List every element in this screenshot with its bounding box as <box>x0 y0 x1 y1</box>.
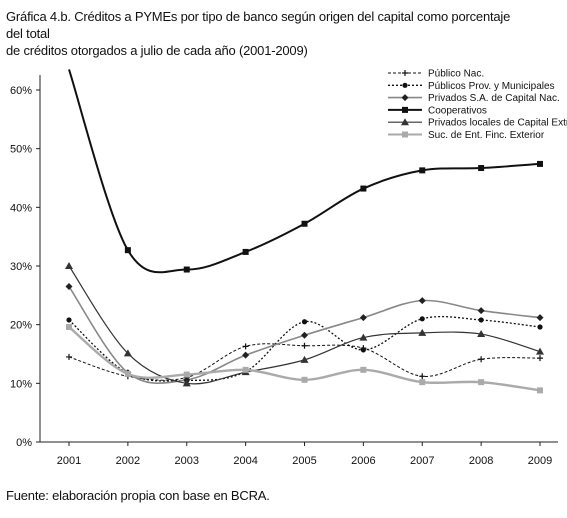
series-line <box>68 265 541 385</box>
x-tick-label: 2001 <box>57 455 81 467</box>
y-tick-label: 40% <box>10 202 32 214</box>
legend-marker <box>401 94 409 102</box>
y-tick-label: 60% <box>10 85 32 97</box>
legend-item: Suc. de Ent. Finc. Exterior <box>388 130 545 141</box>
chart-source-note: Fuente: elaboración propia con base en B… <box>6 488 270 503</box>
series-6 <box>66 324 543 394</box>
data-point <box>418 328 427 336</box>
series-5 <box>65 262 544 387</box>
data-point <box>65 283 73 291</box>
data-point <box>242 343 249 350</box>
data-point <box>537 355 543 362</box>
legend-label: Privados locales de Capital Extr. <box>428 118 567 129</box>
data-point <box>124 247 131 254</box>
data-point <box>66 353 72 360</box>
legend-label: Público Nac. <box>428 69 484 80</box>
data-point <box>419 316 425 322</box>
legend-marker <box>401 118 409 126</box>
legend-label: Suc. de Ent. Finc. Exterior <box>428 130 545 141</box>
data-point <box>537 324 543 330</box>
data-point <box>360 185 367 192</box>
legend-label: Públicos Prov. y Municipales <box>428 81 555 92</box>
legend-item: Privados S.A. de Capital Nac. <box>388 93 560 104</box>
data-point <box>419 167 426 174</box>
chart-title: Gráfica 4.b. Créditos a PYMEs por tipo d… <box>6 8 526 59</box>
legend-marker <box>402 82 408 88</box>
y-tick-label: 50% <box>10 144 32 156</box>
y-tick-label: 10% <box>10 378 32 390</box>
data-point <box>536 347 544 355</box>
data-point <box>419 379 426 386</box>
legend-marker <box>402 70 408 76</box>
data-point <box>477 330 486 338</box>
data-point <box>360 347 366 353</box>
legend-item: Cooperativos <box>388 105 487 116</box>
data-point <box>477 307 485 315</box>
chart-title-line-2: de créditos otorgados a julio de cada añ… <box>6 43 308 58</box>
data-point <box>183 371 190 378</box>
data-point <box>478 165 485 172</box>
chart-legend: Público Nac.Públicos Prov. y Municipales… <box>388 69 567 141</box>
data-point <box>478 379 485 386</box>
x-tick-label: 2003 <box>175 455 199 467</box>
legend-label: Privados S.A. de Capital Nac. <box>428 93 560 104</box>
data-point <box>242 351 250 359</box>
data-point <box>419 373 426 380</box>
data-point <box>183 266 190 273</box>
x-tick-label: 2009 <box>528 455 552 467</box>
data-point <box>301 220 308 227</box>
data-point <box>418 297 426 305</box>
data-point <box>182 379 191 387</box>
legend-marker <box>402 131 408 138</box>
legend-marker <box>402 106 408 113</box>
data-point <box>301 342 308 349</box>
data-point <box>242 366 249 373</box>
legend-item: Públicos Prov. y Municipales <box>388 81 555 92</box>
x-tick-label: 2005 <box>292 455 316 467</box>
data-point <box>360 366 367 373</box>
data-point <box>301 319 308 325</box>
data-point <box>300 355 309 363</box>
x-tick-label: 2002 <box>116 455 140 467</box>
chart-axes: 0% 10% 20% 30% 40% 50% 60% 2001 2002 2003 2004 2005… <box>10 75 558 467</box>
series-4 <box>68 69 543 274</box>
data-point <box>66 324 72 331</box>
data-point <box>537 387 543 394</box>
data-point <box>124 370 131 377</box>
data-point <box>301 376 308 383</box>
data-point <box>478 317 484 323</box>
y-tick-label: 0% <box>16 437 32 449</box>
legend-item: Público Nac. <box>388 69 484 80</box>
data-point <box>359 333 368 341</box>
data-point <box>359 314 367 322</box>
data-point <box>537 160 543 167</box>
x-tick-label: 2006 <box>351 455 375 467</box>
data-point <box>478 356 485 363</box>
chart-title-line-1: Gráfica 4.b. Créditos a PYMEs por tipo d… <box>6 9 511 41</box>
series-2 <box>66 315 543 383</box>
chart-series-layer <box>65 69 544 394</box>
y-tick-label: 30% <box>10 261 32 273</box>
x-tick-label: 2007 <box>410 455 434 467</box>
legend-item: Privados locales de Capital Extr. <box>388 118 567 129</box>
legend-label: Cooperativos <box>428 105 487 116</box>
data-point <box>301 331 308 339</box>
data-point <box>66 317 72 323</box>
data-point <box>536 314 544 322</box>
data-point <box>242 248 249 255</box>
x-tick-label: 2004 <box>233 455 257 467</box>
y-tick-label: 20% <box>10 320 32 332</box>
data-point <box>65 262 73 269</box>
data-point <box>123 349 132 357</box>
x-tick-label: 2008 <box>469 455 493 467</box>
